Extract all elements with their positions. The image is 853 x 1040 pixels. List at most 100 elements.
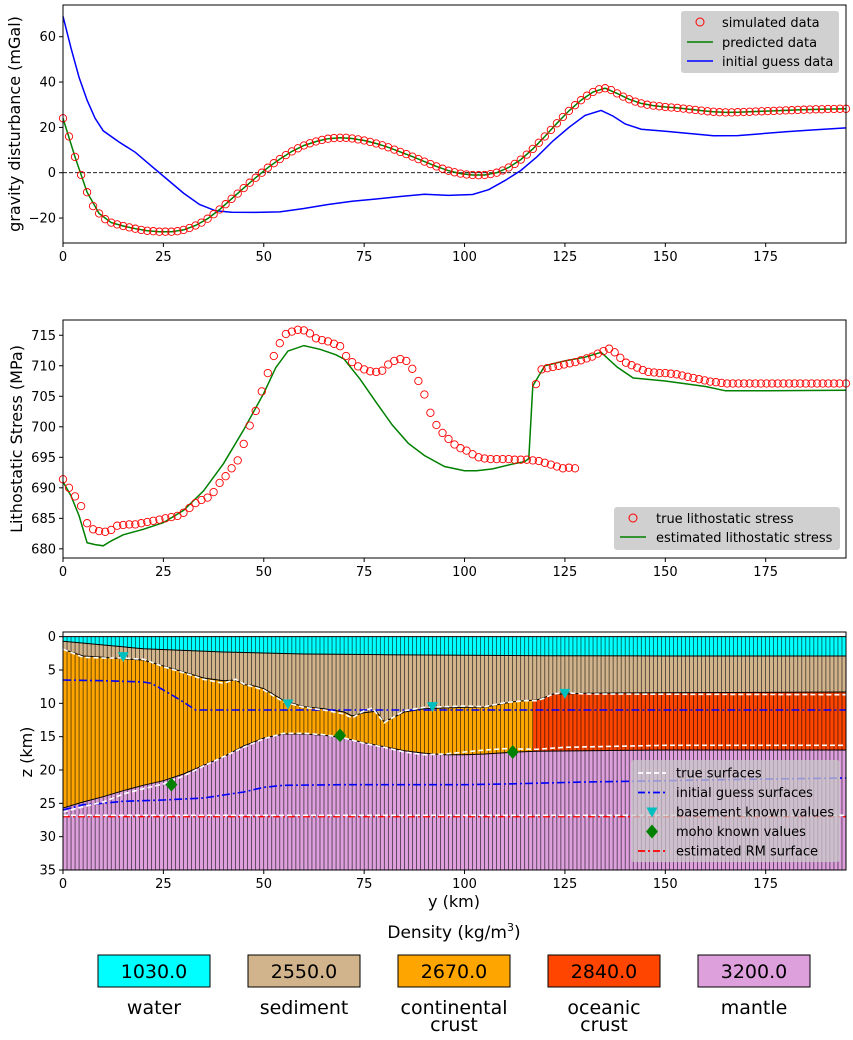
sediment-prism: [247, 652, 252, 686]
mantle-prism: [175, 776, 180, 870]
water-prism: [576, 636, 582, 656]
mantle-prism: [195, 767, 200, 870]
crust-prism: [360, 713, 365, 743]
true-stress-point: [694, 375, 704, 384]
sediment-prism: [484, 655, 489, 707]
crust-prism: [83, 656, 88, 802]
mantle-prism: [364, 743, 369, 870]
crust-prism: [223, 680, 228, 756]
sediment-prism: [131, 647, 136, 660]
true-stress-point: [492, 454, 501, 464]
sediment-prism: [496, 655, 501, 705]
water-prism: [689, 636, 694, 656]
simulated-data-point: [594, 85, 604, 94]
simulated-data-point: [420, 157, 429, 166]
simulated-data-point: [661, 102, 670, 112]
x-tick-label: 0: [59, 565, 67, 580]
water-prism: [303, 636, 309, 655]
true-stress-point: [335, 342, 345, 351]
true-stress-point: [552, 462, 562, 471]
sediment-prism: [725, 656, 730, 693]
water-prism: [336, 636, 341, 655]
crust-prism: [589, 693, 594, 751]
crust-prism: [171, 669, 176, 778]
sediment-prism: [585, 655, 590, 694]
simulated-data-point: [275, 154, 284, 164]
true-stress-point: [203, 493, 212, 502]
true-stress-point: [734, 379, 743, 388]
crust-prism: [717, 692, 722, 750]
crust-prism: [544, 696, 550, 752]
true-stress-point: [113, 521, 122, 530]
simulated-data-point: [155, 227, 164, 236]
sediment-prism: [436, 655, 441, 709]
sediment-prism: [532, 655, 537, 701]
sediment-prism: [219, 651, 224, 681]
mantle-prism: [183, 773, 188, 870]
crust-prism: [372, 711, 377, 745]
simulated-data-point: [227, 194, 236, 203]
crust-prism: [311, 707, 317, 735]
density-value: 2670.0: [421, 961, 487, 983]
crust-prism: [227, 680, 232, 754]
water-prism: [789, 636, 794, 656]
density-value: 1030.0: [121, 961, 187, 983]
mantle-prism: [143, 784, 148, 870]
mantle-prism: [504, 752, 509, 870]
sediment-prism: [319, 654, 325, 709]
water-prism: [456, 636, 461, 656]
true-stress-point: [558, 464, 568, 473]
water-prism: [693, 636, 698, 656]
mantle-prism: [488, 753, 493, 870]
water-prism: [705, 636, 710, 656]
crust-prism: [452, 707, 457, 755]
sediment-prism: [263, 653, 268, 690]
simulated-data-point: [727, 108, 736, 117]
water-prism: [380, 636, 385, 655]
mantle-prism: [376, 745, 381, 870]
simulated-data-point: [787, 106, 796, 115]
mantle-prism: [275, 735, 280, 870]
simulated-data-point: [245, 178, 254, 187]
simulated-data-point: [143, 226, 152, 235]
mantle-prism: [468, 754, 473, 870]
simulated-data-point: [751, 107, 760, 116]
true-stress-point: [510, 455, 519, 464]
simulated-data-point: [179, 225, 188, 235]
water-prism: [195, 636, 200, 651]
x-tick-label: 150: [653, 565, 678, 580]
crust-prism: [512, 701, 517, 753]
crust-prism: [424, 708, 429, 754]
y-tick-label: 20: [39, 764, 56, 779]
density-swatch: [697, 954, 811, 988]
crust-prism: [107, 657, 112, 795]
sediment-prism: [801, 656, 806, 693]
mantle-prism: [263, 737, 268, 870]
sediment-prism: [576, 655, 582, 694]
crust-prism: [821, 692, 827, 750]
mantle-prism: [123, 790, 128, 870]
y-tick-label: 25: [39, 797, 56, 812]
water-prism: [372, 636, 377, 655]
mantle-prism: [155, 782, 160, 870]
simulated-data-point: [673, 103, 682, 113]
simulated-data-point: [269, 159, 278, 168]
water-prism: [609, 636, 614, 656]
mantle-prism: [259, 738, 264, 870]
mantle-prism: [147, 783, 152, 870]
crust-prism: [111, 658, 116, 794]
true-stress-point: [593, 349, 602, 358]
crust-prism: [701, 692, 706, 750]
simulated-data-point: [643, 100, 652, 109]
sediment-prism: [480, 655, 485, 708]
sediment-prism: [673, 656, 678, 693]
water-prism: [544, 636, 550, 656]
simulated-data-point: [829, 104, 839, 114]
crust-prism: [211, 679, 216, 761]
true-stress-point: [414, 376, 423, 386]
sediment-prism: [669, 656, 674, 693]
density-layer-label: continental: [401, 997, 508, 1019]
water-prism: [589, 636, 594, 656]
mantle-prism: [135, 786, 140, 870]
crust-prism: [71, 652, 76, 805]
